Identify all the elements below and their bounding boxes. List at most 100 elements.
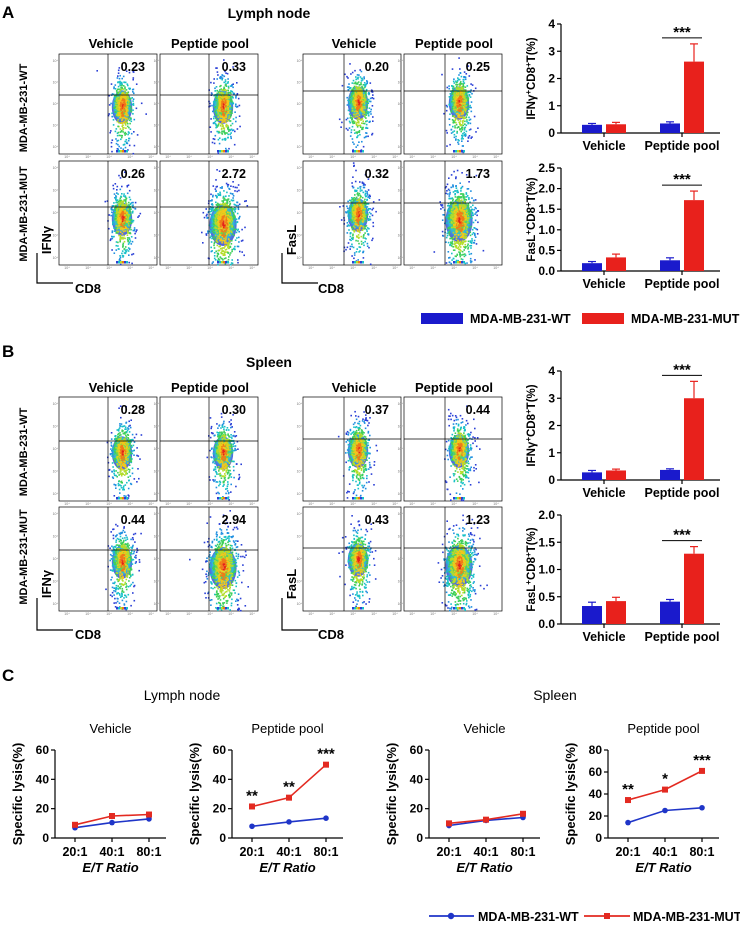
density-point — [223, 86, 225, 89]
density-point — [210, 241, 213, 243]
density-point — [462, 235, 465, 238]
flow-x-tick: 10⁴ — [127, 502, 133, 506]
density-point — [121, 111, 124, 113]
density-point — [469, 96, 472, 98]
density-point — [130, 120, 133, 123]
density-point — [212, 101, 215, 103]
density-point — [126, 125, 129, 128]
y-label-part: T(%) — [526, 177, 538, 202]
density-point — [223, 242, 226, 244]
density-point — [126, 446, 128, 449]
density-point — [230, 128, 233, 131]
density-point — [220, 459, 223, 462]
density-point — [213, 449, 215, 451]
density-point — [210, 208, 212, 210]
density-point — [359, 188, 362, 190]
density-point — [117, 69, 120, 72]
density-point — [136, 229, 138, 231]
flow-y-tick: 10⁴ — [154, 211, 160, 215]
density-point — [225, 218, 227, 221]
density-point — [129, 571, 131, 574]
density-point — [230, 436, 232, 438]
density-point — [223, 257, 226, 260]
density-point — [366, 100, 369, 103]
density-point — [216, 459, 219, 462]
density-point — [355, 239, 357, 242]
density-point — [460, 223, 462, 225]
density-point — [358, 192, 361, 195]
density-point — [110, 432, 113, 434]
density-point — [135, 433, 138, 436]
density-point — [228, 498, 230, 501]
density-point — [225, 216, 228, 218]
density-point — [222, 211, 224, 213]
density-point — [119, 117, 121, 119]
density-point — [227, 127, 229, 130]
density-point — [352, 237, 354, 239]
density-point — [448, 85, 450, 87]
density-point — [356, 220, 359, 223]
density-point — [356, 223, 358, 226]
density-point — [355, 94, 357, 97]
flow-y-tick: 10⁴ — [154, 59, 160, 63]
density-point — [359, 76, 362, 78]
density-point — [228, 234, 231, 236]
density-point — [363, 186, 366, 189]
density-point — [225, 93, 227, 96]
density-point — [110, 141, 113, 144]
density-point — [468, 119, 471, 121]
density-point — [463, 107, 465, 109]
density-point — [352, 120, 355, 123]
density-point — [352, 79, 355, 82]
density-point — [120, 88, 123, 91]
density-point — [351, 245, 353, 248]
density-point — [228, 128, 230, 131]
density-point — [212, 236, 215, 238]
density-point — [361, 92, 363, 94]
density-point — [118, 434, 121, 437]
baseline-point — [223, 150, 225, 153]
density-point — [128, 237, 130, 239]
density-point — [463, 82, 466, 84]
density-point — [219, 187, 222, 189]
flow-y-tick: 10⁴ — [53, 580, 59, 584]
baseline-point — [457, 150, 459, 153]
density-point — [219, 210, 221, 213]
density-point — [349, 245, 352, 248]
density-point — [210, 92, 213, 94]
density-point — [367, 189, 370, 191]
density-point — [449, 93, 452, 95]
density-point — [127, 204, 130, 206]
density-point — [347, 213, 350, 215]
density-point — [451, 119, 454, 121]
density-point — [108, 113, 111, 115]
panel-b-title: Spleen — [246, 354, 292, 370]
density-point — [365, 216, 368, 219]
density-point — [119, 99, 122, 102]
density-point — [124, 206, 126, 209]
density-point — [123, 527, 125, 529]
density-point — [463, 100, 466, 102]
density-point — [363, 136, 366, 139]
density-point — [450, 214, 453, 216]
density-point — [456, 253, 459, 256]
density-point — [362, 108, 364, 110]
density-point — [353, 225, 355, 227]
density-point — [227, 471, 230, 474]
density-point — [226, 72, 229, 75]
density-point — [460, 113, 463, 115]
density-point — [464, 126, 467, 129]
density-point — [111, 576, 113, 579]
density-point — [475, 228, 477, 230]
density-point — [128, 119, 131, 122]
density-point — [465, 134, 467, 136]
density-point — [448, 96, 451, 98]
density-point — [448, 232, 450, 234]
density-points — [96, 67, 147, 155]
density-point — [122, 256, 124, 258]
flow-y-tick: 10⁴ — [398, 189, 404, 193]
density-point — [358, 122, 360, 124]
density-point — [464, 246, 466, 248]
density-point — [461, 202, 463, 205]
density-point — [441, 219, 444, 221]
